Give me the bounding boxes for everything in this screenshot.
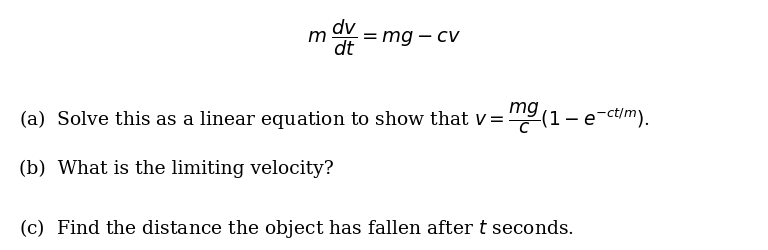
- Text: (b)  What is the limiting velocity?: (b) What is the limiting velocity?: [19, 160, 334, 178]
- Text: $m\;\dfrac{dv}{dt} = mg - cv$: $m\;\dfrac{dv}{dt} = mg - cv$: [306, 18, 462, 58]
- Text: (a)  Solve this as a linear equation to show that $v = \dfrac{mg}{c}(1 - e^{-ct/: (a) Solve this as a linear equation to s…: [19, 100, 650, 136]
- Text: (c)  Find the distance the object has fallen after $t$ seconds.: (c) Find the distance the object has fal…: [19, 218, 574, 240]
